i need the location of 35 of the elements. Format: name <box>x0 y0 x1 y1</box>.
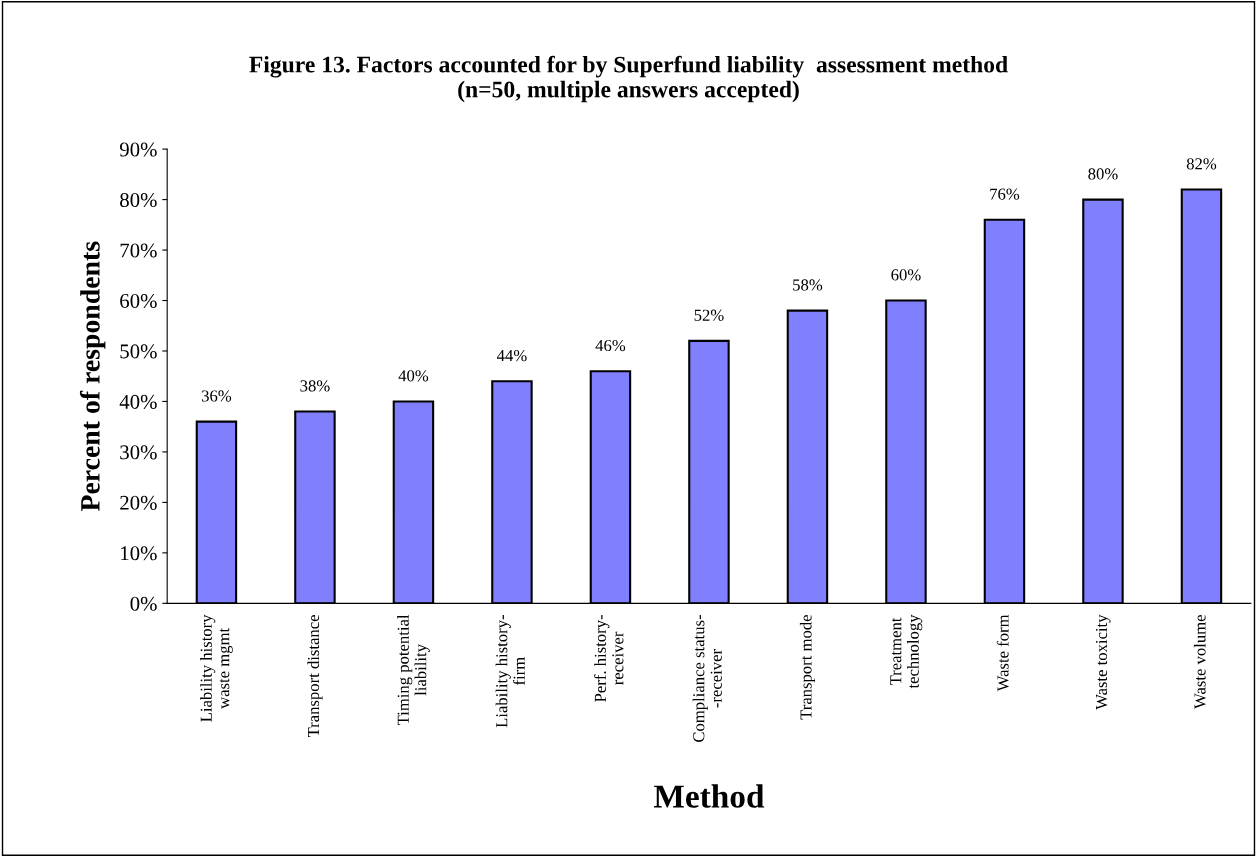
y-tick-label: 80% <box>120 192 157 208</box>
x-tick-label: Transport distance <box>307 615 323 738</box>
x-axis-title: Method <box>653 784 765 808</box>
x-tick-label: Compliance status- -receiver <box>692 615 722 742</box>
y-tick-label: 40% <box>119 394 157 409</box>
y-tick-label: 10% <box>121 546 157 561</box>
data-label: 58% <box>793 279 823 291</box>
x-tick-label: Transport mode <box>799 615 816 720</box>
y-tick-label: 0% <box>130 596 157 611</box>
x-tick-label: Timing potential liability <box>397 614 430 726</box>
y-tick-label: 30% <box>120 445 157 460</box>
x-tick-label: Liability history waste mgmt <box>200 614 233 722</box>
data-label: 46% <box>595 339 626 352</box>
y-tick-label: 70% <box>120 243 157 258</box>
y-tick-label: 60% <box>120 293 157 309</box>
x-tick-label: Liability history- firm <box>495 615 525 728</box>
data-label: 44% <box>496 349 527 362</box>
data-label: 40% <box>398 370 429 382</box>
y-tick-label: 50% <box>120 344 157 359</box>
x-tick-label: Waste toxicity <box>1095 614 1111 710</box>
data-label: 80% <box>1088 168 1118 180</box>
data-label: 82% <box>1186 158 1217 170</box>
chart-title: Figure 13. Factors accounted for by Superfund liability assessment method (n=50, multiple answers accepted) <box>249 55 1008 103</box>
x-tick-label: Waste volume <box>1193 615 1206 709</box>
data-label: 38% <box>300 380 330 392</box>
data-label: 52% <box>694 309 724 321</box>
x-tick-label: Treatment technology <box>890 614 923 689</box>
y-tick-label: 90% <box>119 142 157 157</box>
data-label: 76% <box>990 188 1020 200</box>
y-tick-label: 20% <box>120 495 157 510</box>
data-label: 60% <box>891 269 921 281</box>
y-axis-title: Percent of respondents <box>79 241 106 512</box>
x-tick-label: Perf. history- receiver <box>594 615 624 702</box>
x-tick-label: Waste form <box>996 614 1009 692</box>
data-label: 36% <box>201 390 232 402</box>
